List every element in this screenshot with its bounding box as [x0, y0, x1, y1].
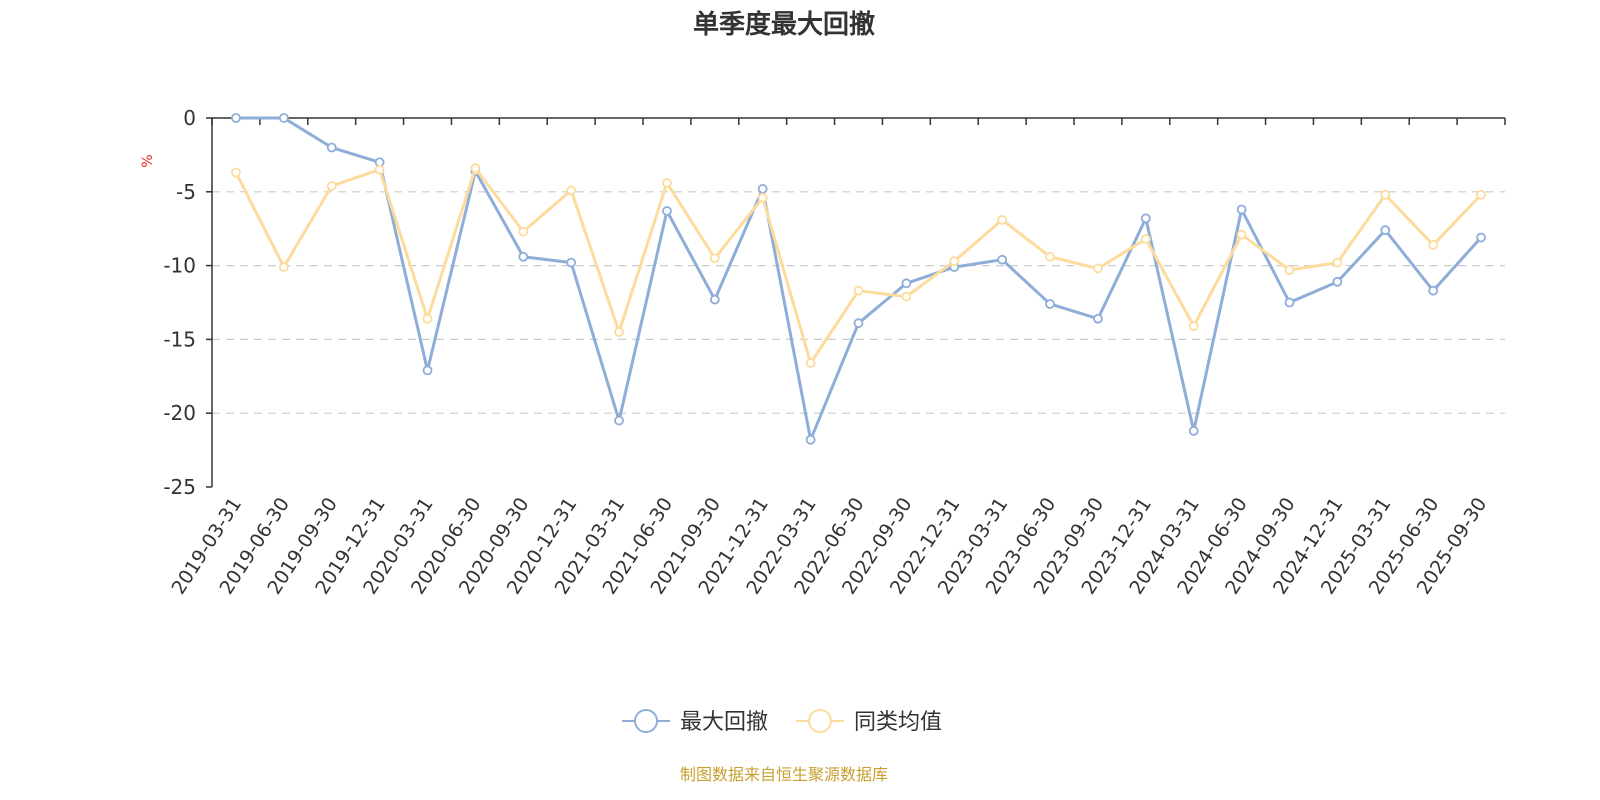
data-point[interactable] — [566, 185, 577, 196]
data-source-note: 制图数据来自恒生聚源数据库 — [680, 765, 888, 784]
data-point[interactable] — [853, 285, 864, 296]
axes — [211, 117, 1506, 487]
y-tick-label: -20 — [163, 401, 196, 425]
legend[interactable]: 最大回撤 同类均值 — [622, 709, 942, 735]
chart-title: 单季度最大回撤 — [693, 9, 875, 40]
data-point[interactable] — [1284, 265, 1295, 275]
data-point[interactable] — [949, 256, 960, 267]
data-point[interactable] — [518, 226, 529, 237]
data-point[interactable] — [1332, 257, 1343, 268]
data-point[interactable] — [422, 313, 433, 324]
data-point[interactable] — [709, 294, 720, 305]
y-tick-label: -15 — [163, 327, 196, 351]
data-point[interactable] — [231, 113, 241, 123]
data-point[interactable] — [1476, 189, 1486, 200]
data-point[interactable] — [326, 142, 337, 153]
data-point[interactable] — [1380, 225, 1391, 236]
y-tick-label: -5 — [176, 180, 196, 204]
data-point[interactable] — [326, 180, 337, 191]
data-point[interactable] — [422, 365, 433, 376]
data-point[interactable] — [1093, 263, 1103, 274]
data-point[interactable] — [470, 163, 481, 174]
y-tick-label: 0 — [183, 106, 196, 130]
data-point[interactable] — [805, 434, 816, 445]
data-point[interactable] — [278, 113, 289, 123]
data-point[interactable] — [757, 183, 768, 194]
series-0 — [231, 113, 1486, 445]
data-point[interactable] — [278, 262, 289, 272]
data-point[interactable] — [1045, 251, 1055, 262]
legend-label: 同类均值 — [854, 710, 942, 735]
x-tick-labels: 2019-03-312019-06-302019-09-302019-12-31… — [168, 494, 1492, 599]
data-point[interactable] — [1380, 189, 1391, 200]
series-1 — [231, 163, 1486, 368]
data-point[interactable] — [1428, 285, 1439, 296]
series-lines — [231, 113, 1486, 445]
data-point[interactable] — [231, 167, 241, 178]
data-point[interactable] — [1188, 321, 1199, 332]
data-point[interactable] — [997, 214, 1008, 225]
data-point[interactable] — [709, 253, 720, 264]
data-point[interactable] — [1140, 234, 1151, 244]
data-point[interactable] — [662, 206, 672, 216]
y-axis-unit: % — [140, 154, 156, 167]
data-point[interactable] — [901, 291, 912, 302]
grid-lines — [212, 191, 1505, 414]
data-point[interactable] — [1140, 213, 1151, 224]
data-point[interactable] — [901, 278, 912, 289]
data-point[interactable] — [1188, 426, 1199, 436]
data-point[interactable] — [662, 178, 672, 188]
data-point[interactable] — [1236, 204, 1247, 215]
data-point[interactable] — [997, 254, 1008, 265]
data-point[interactable] — [566, 257, 577, 268]
data-point[interactable] — [1428, 240, 1439, 250]
legend-item-max-drawdown[interactable]: 最大回撤 — [622, 709, 768, 735]
data-point[interactable] — [1476, 232, 1486, 243]
data-point[interactable] — [1332, 276, 1343, 287]
data-point[interactable] — [518, 251, 529, 262]
data-point[interactable] — [1284, 297, 1295, 308]
data-point[interactable] — [614, 415, 624, 426]
legend-label: 最大回撤 — [680, 710, 768, 735]
data-point[interactable] — [614, 327, 624, 337]
data-point[interactable] — [853, 318, 864, 329]
y-tick-labels: 0 -5 -10 -15 -20 -25 — [163, 106, 212, 499]
legend-marker — [808, 709, 832, 733]
y-tick-label: -10 — [163, 254, 196, 278]
legend-item-category-average[interactable]: 同类均值 — [796, 709, 942, 735]
data-point[interactable] — [1045, 299, 1055, 309]
data-point[interactable] — [1236, 229, 1247, 240]
series-line — [234, 116, 1483, 442]
legend-marker — [634, 709, 658, 733]
data-point[interactable] — [757, 192, 768, 203]
y-tick-label: -25 — [163, 475, 196, 499]
data-point[interactable] — [374, 164, 385, 175]
data-point[interactable] — [805, 358, 816, 368]
data-point[interactable] — [1093, 313, 1103, 324]
